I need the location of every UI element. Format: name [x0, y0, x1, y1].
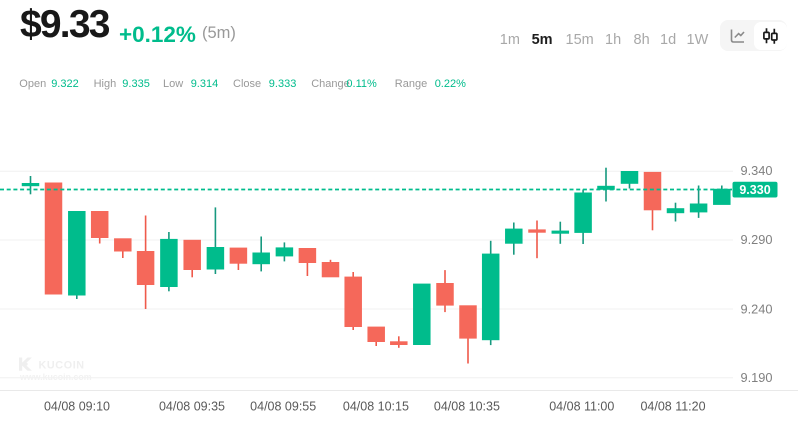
svg-text:www.kucoin.com: www.kucoin.com	[19, 372, 92, 382]
svg-text:04/08 11:20: 04/08 11:20	[640, 399, 705, 413]
svg-text:9.290: 9.290	[741, 232, 773, 247]
svg-text:KUCOIN: KUCOIN	[39, 360, 85, 372]
svg-text:04/08 09:10: 04/08 09:10	[44, 399, 110, 413]
svg-text:04/08 10:35: 04/08 10:35	[434, 399, 500, 413]
svg-text:9.340: 9.340	[741, 163, 773, 178]
svg-text:9.330: 9.330	[739, 183, 770, 197]
svg-text:04/08 10:15: 04/08 10:15	[343, 399, 409, 413]
svg-text:9.240: 9.240	[741, 302, 773, 317]
svg-text:04/08 09:35: 04/08 09:35	[159, 399, 225, 413]
svg-text:04/08 11:00: 04/08 11:00	[549, 399, 614, 413]
svg-text:9.190: 9.190	[741, 370, 773, 385]
svg-text:04/08 09:55: 04/08 09:55	[250, 399, 316, 413]
